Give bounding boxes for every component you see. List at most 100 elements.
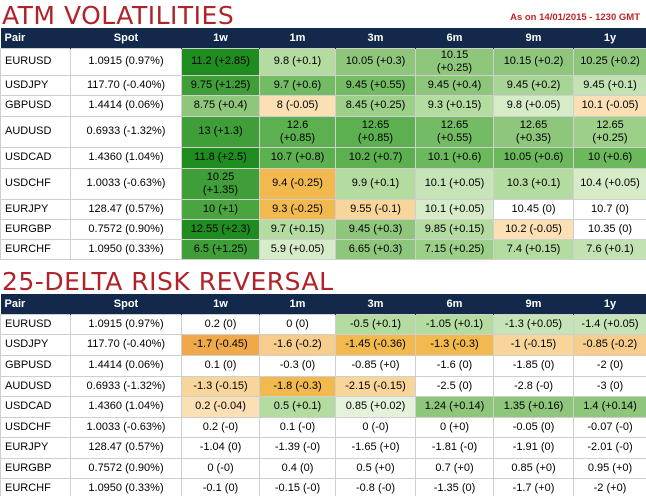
value-cell: -1 (-0.15): [493, 333, 574, 356]
value-text: -2.01 (-0): [587, 441, 633, 454]
value-text: -2.15 (-0.15): [345, 379, 406, 392]
value-cell: 10.4 (+0.05): [573, 167, 646, 200]
value-cell: 10.1 (+0.05): [415, 167, 494, 200]
value-cell: -1.3 (-0.15): [181, 375, 260, 397]
value-text: 7.6 (+0.1): [586, 242, 634, 255]
value-cell: 10.1 (+0.05): [415, 198, 494, 220]
value-text: 9.45 (+0.4): [427, 78, 482, 91]
value-text: -0.05 (0): [512, 420, 555, 433]
rr-header-row: Pair Spot 1w 1m 3m 6m 9m 1y: [0, 294, 646, 314]
spot-cell: 1.0915 (0.97%): [70, 313, 182, 335]
value-cell: 12.6 (+0.85): [259, 115, 336, 148]
value-text: 10.4 (+0.05): [580, 177, 640, 190]
value-text: 0.5 (+0): [356, 461, 395, 474]
pair-cell: USDJPY: [0, 74, 71, 96]
value-cell: 9.75 (+1.25): [181, 74, 260, 96]
value-cell: 7.4 (+0.15): [493, 238, 574, 260]
spot-cell: 1.4360 (1.04%): [70, 395, 182, 418]
value-text: 9.8 (+0.1): [273, 55, 322, 68]
value-cell: 0.2 (0): [181, 313, 260, 335]
value-text: 8 (-0.05): [276, 99, 319, 112]
value-cell: 9.45 (+0.4): [415, 74, 494, 96]
pair-cell: AUDUSD: [0, 375, 71, 397]
value-text: 7.15 (+0.25): [424, 242, 485, 255]
pair-cell: EURJPY: [0, 436, 71, 459]
spot-cell: 0.7572 (0.90%): [70, 457, 182, 479]
atm-title-row: ATM VOLATILITIES As on 14/01/2015 - 1230…: [2, 0, 646, 28]
spot-cell: 128.47 (0.57%): [70, 198, 182, 220]
value-text: 12.55 (+2.3): [190, 222, 251, 235]
value-cell: 10.7 (0): [573, 198, 646, 220]
value-text: 12.6 (+0.85): [279, 118, 316, 144]
pair-cell: GBPUSD: [0, 354, 71, 377]
spot-cell: 0.6933 (-1.32%): [70, 375, 182, 397]
value-cell: -1.6 (-0.2): [259, 333, 336, 356]
value-text: -1.04 (0): [199, 441, 242, 454]
table-row: EURUSD 1.0915 (0.97%) 0.2 (0) 0 (0) -0.5 (+0…: [0, 313, 646, 335]
value-cell: 5.9 (+0.05): [259, 238, 336, 260]
table-row: EURUSD 1.0915 (0.97%) 11.2 (+2.85) 9.8 (+0.…: [0, 47, 646, 76]
value-cell: 13 (+1.3): [181, 115, 260, 148]
table-row: EURJPY 128.47 (0.57%) -1.04 (0) -1.39 (-0) -…: [0, 436, 646, 459]
atm-header-3m: 3m: [335, 28, 416, 48]
value-cell: 10.3 (+0.1): [493, 167, 574, 200]
value-cell: -1.39 (-0): [259, 436, 336, 459]
table-row: USDJPY 117.70 (-0.40%) 9.75 (+1.25) 9.7 (+0…: [0, 74, 646, 96]
value-cell: 9.3 (+0.15): [415, 94, 494, 117]
value-text: 10 (+0.6): [587, 151, 633, 164]
pair-cell: USDCHF: [0, 416, 71, 438]
atm-header-6m: 6m: [415, 28, 494, 48]
risk-reversal-table: Pair Spot 1w 1m 3m 6m 9m 1y EURUSD 1.0915 (0.97%…: [0, 294, 646, 496]
value-cell: 12.65 (+0.55): [415, 115, 494, 148]
value-text: 0.7 (+0): [435, 461, 474, 474]
value-cell: -1.04 (0): [181, 436, 260, 459]
value-cell: 9.7 (+0.15): [259, 218, 336, 240]
spot-cell: 0.7572 (0.90%): [70, 218, 182, 240]
pair-cell: EURJPY: [0, 198, 71, 220]
value-text: 10.7 (0): [591, 202, 629, 215]
value-text: 10.7 (+0.8): [270, 151, 325, 164]
value-text: 0.2 (-0): [202, 420, 239, 433]
atm-header-spot: Spot: [70, 28, 182, 48]
value-text: 12.65 (+0.55): [436, 118, 473, 144]
spot-cell: 128.47 (0.57%): [70, 436, 182, 459]
rr-header-pair: Pair: [0, 294, 71, 314]
value-text: 9.55 (-0.1): [350, 202, 401, 215]
value-text: -0.1 (0): [202, 481, 239, 494]
pair-cell: AUDUSD: [0, 115, 71, 148]
value-cell: 10.15 (+0.2): [493, 47, 574, 76]
value-text: 9.3 (+0.15): [427, 99, 482, 112]
spot-cell: 0.6933 (-1.32%): [70, 115, 182, 148]
table-row: GBPUSD 1.4414 (0.06%) 0.1 (0) -0.3 (0) -0.85…: [0, 354, 646, 377]
value-cell: 0.5 (+0): [335, 457, 416, 479]
value-text: -1.8 (-0.3): [273, 379, 322, 392]
value-cell: 0.5 (+0.1): [259, 395, 336, 418]
value-text: 12.65 (+0.25): [592, 118, 628, 144]
value-text: 5.9 (+0.05): [270, 242, 325, 255]
table-row: EURGBP 0.7572 (0.90%) 0 (-0) 0.4 (0) 0.5 (+0…: [0, 457, 646, 479]
value-text: 10.15 (+0.2): [503, 55, 564, 68]
value-text: -1.7 (-0.45): [193, 338, 248, 351]
value-text: 10.2 (-0.05): [505, 222, 562, 235]
value-cell: 0.85 (+0.02): [335, 395, 416, 418]
rr-header-spot: Spot: [70, 294, 182, 314]
value-cell: -1.7 (+0): [493, 477, 574, 496]
value-text: 0 (-0): [362, 420, 389, 433]
spot-cell: 1.0033 (-0.63%): [70, 416, 182, 438]
value-cell: 0 (0): [259, 313, 336, 335]
value-text: 9.8 (+0.05): [506, 99, 561, 112]
spot-cell: 1.4360 (1.04%): [70, 146, 182, 169]
value-text: 9.7 (+0.15): [270, 222, 325, 235]
value-cell: 12.55 (+2.3): [181, 218, 260, 240]
value-cell: -0.5 (+0.1): [335, 313, 416, 335]
value-text: 0.1 (0): [204, 359, 237, 372]
value-text: 12.65 (+0.85): [357, 118, 394, 144]
value-text: -1.39 (-0): [274, 441, 321, 454]
value-cell: 0 (-0): [181, 457, 260, 479]
value-text: 10.05 (+0.3): [345, 55, 406, 68]
value-text: 1.4 (+0.14): [583, 400, 637, 413]
value-text: 9.9 (+0.1): [351, 177, 400, 190]
value-text: -1.45 (-0.36): [345, 338, 406, 351]
value-cell: 10 (+1): [181, 198, 260, 220]
value-text: -0.07 (-0): [587, 420, 633, 433]
